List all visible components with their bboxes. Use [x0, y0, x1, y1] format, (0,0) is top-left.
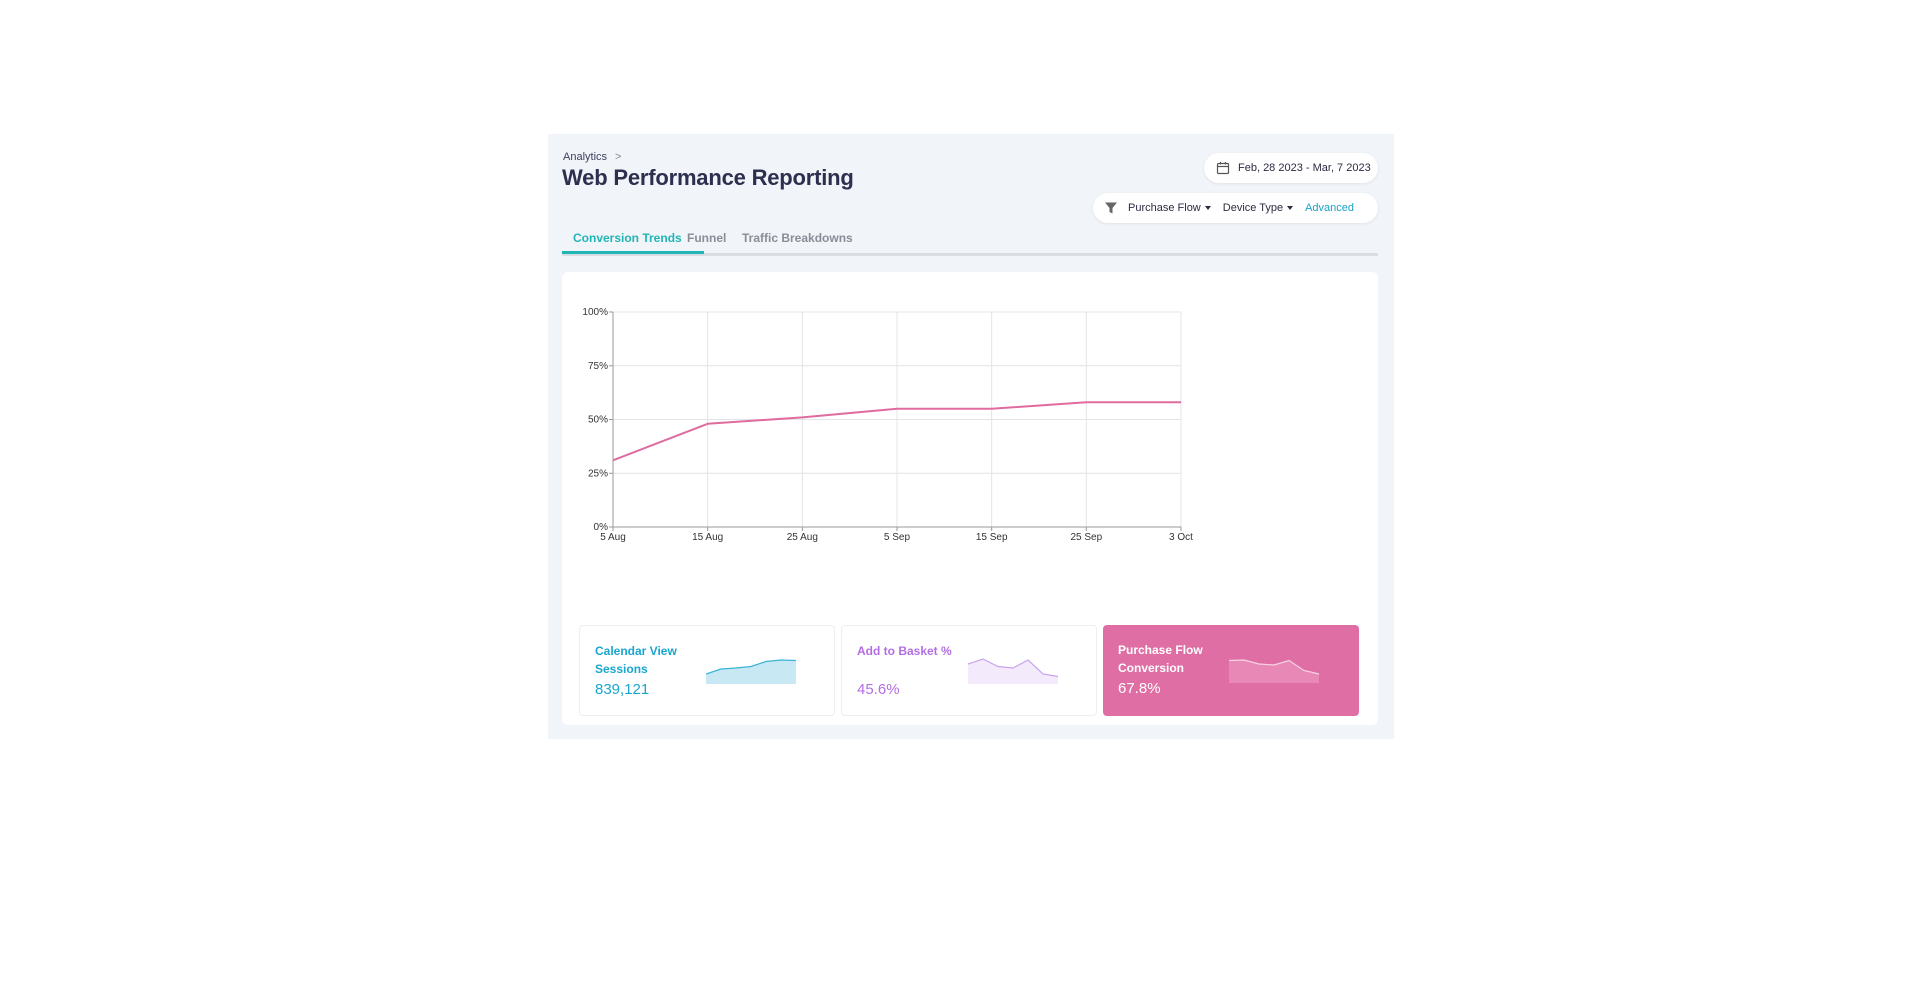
- report-panel: Analytics > Web Performance Reporting Feb…: [548, 134, 1394, 739]
- kpi-value: 67.8%: [1118, 680, 1161, 697]
- sparkline-area: [1229, 660, 1319, 683]
- date-range-label: Feb, 28 2023 - Mar, 7 2023: [1238, 162, 1371, 174]
- sparkline-area: [968, 659, 1058, 684]
- funnel-icon[interactable]: [1104, 201, 1118, 215]
- kpi-card-purchase-flow-conversion[interactable]: Purchase Flow Conversion 67.8%: [1103, 625, 1359, 716]
- kpi-value: 45.6%: [857, 681, 900, 698]
- x-tick-label: 25 Aug: [787, 532, 818, 543]
- y-tick-label: 75%: [588, 361, 608, 372]
- x-tick-label: 5 Sep: [884, 532, 911, 543]
- filter-bar: Purchase Flow Device Type Advanced: [1093, 193, 1378, 223]
- purchase-flow-label: Purchase Flow: [1128, 202, 1201, 214]
- kpi-card-add-to-basket[interactable]: Add to Basket % 45.6%: [841, 625, 1097, 716]
- tab-bar: Conversion Trends Funnel Traffic Breakdo…: [562, 229, 1378, 256]
- purchase-flow-dropdown[interactable]: Purchase Flow: [1128, 202, 1211, 214]
- sparkline-line: [1229, 659, 1320, 675]
- kpi-label: Purchase Flow Conversion: [1118, 643, 1203, 675]
- breadcrumb-analytics[interactable]: Analytics: [563, 151, 608, 163]
- tab-funnel[interactable]: Funnel: [687, 231, 727, 245]
- kpi-value: 839,121: [595, 681, 650, 698]
- sparkline-line: [968, 658, 1059, 678]
- y-tick-label: 25%: [588, 468, 608, 479]
- device-type-dropdown[interactable]: Device Type: [1222, 202, 1294, 214]
- x-tick-label: 3 Oct: [1169, 532, 1193, 543]
- sparkline: [706, 659, 797, 684]
- kpi-card-calendar-view-sessions[interactable]: Calendar View Sessions 839,121: [579, 625, 835, 716]
- y-tick-label: 100%: [582, 307, 608, 318]
- calendar-icon: [1216, 162, 1230, 175]
- y-tick-label: 50%: [588, 415, 608, 426]
- x-tick-label: 15 Sep: [976, 532, 1008, 543]
- active-tab-indicator: [562, 251, 704, 254]
- sparkline-line: [706, 659, 797, 675]
- sparkline: [1229, 659, 1320, 683]
- sparkline-area: [706, 660, 796, 684]
- device-type-label: Device Type: [1222, 202, 1284, 214]
- chart-card: 0% 25% 50% 75% 100% 5 Aug 15 Aug 25 Aug 5 Sep 15 …: [562, 272, 1378, 725]
- chevron-down-icon: [1204, 206, 1211, 210]
- chevron-down-icon: [1287, 206, 1294, 210]
- kpi-label: Calendar View Sessions: [595, 644, 677, 676]
- x-tick-label: 15 Aug: [692, 532, 723, 543]
- advanced-link[interactable]: Advanced: [1305, 202, 1355, 214]
- tab-traffic-breakdowns[interactable]: Traffic Breakdowns: [742, 231, 853, 245]
- tab-conversion-trends[interactable]: Conversion Trends: [573, 231, 682, 245]
- y-tick-label: 0%: [594, 522, 609, 533]
- sparkline: [968, 658, 1059, 684]
- x-tick-label: 25 Sep: [1070, 532, 1102, 543]
- x-tick-label: 5 Aug: [600, 532, 626, 543]
- conversion-trend-chart: 0% 25% 50% 75% 100% 5 Aug 15 Aug 25 Aug 5 Sep 15 …: [582, 307, 1193, 543]
- kpi-label: Add to Basket %: [857, 644, 952, 658]
- page-title: Web Performance Reporting: [562, 165, 854, 190]
- date-range-picker[interactable]: Feb, 28 2023 - Mar, 7 2023: [1204, 153, 1378, 183]
- breadcrumb: Analytics >: [563, 151, 621, 163]
- breadcrumb-separator: >: [615, 151, 622, 163]
